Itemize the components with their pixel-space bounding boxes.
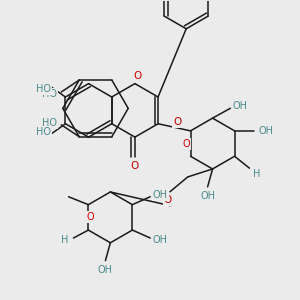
Text: OH: OH: [153, 235, 168, 245]
Text: H: H: [61, 235, 68, 245]
Text: O: O: [173, 117, 182, 127]
Text: HO: HO: [42, 89, 57, 99]
Text: O: O: [164, 195, 172, 205]
Text: O: O: [86, 212, 94, 222]
Text: O: O: [183, 139, 190, 148]
Text: OH: OH: [200, 191, 215, 201]
Text: OH: OH: [153, 190, 168, 200]
Text: O: O: [131, 161, 139, 171]
Text: HO: HO: [42, 118, 57, 128]
Text: HO: HO: [36, 127, 51, 137]
Text: H: H: [253, 169, 260, 179]
Text: OH: OH: [233, 101, 248, 111]
Text: OH: OH: [259, 126, 274, 136]
Text: OH: OH: [98, 265, 113, 275]
Text: HO: HO: [36, 84, 51, 94]
Text: O: O: [134, 71, 142, 81]
